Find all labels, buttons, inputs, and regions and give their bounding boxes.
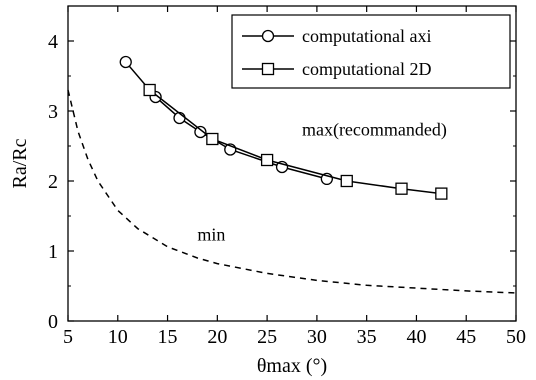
series-1: [143, 83, 448, 200]
annotation-label: max(recommanded): [302, 120, 447, 141]
y-tick-label: 2: [48, 171, 58, 193]
plot-content: max(recommanded) min: [67, 55, 517, 294]
x-tick-label: 10: [108, 326, 128, 348]
legend-box: [231, 14, 511, 89]
y-axis-label: Ra/Rc: [9, 138, 31, 188]
x-tick-label: 50: [506, 326, 526, 348]
x-tick-label: 15: [158, 326, 178, 348]
y-tick-label: 0: [48, 311, 58, 333]
x-tick-label: 45: [456, 326, 476, 348]
x-axis-label: θmax (°): [257, 355, 327, 377]
y-tick-label: 1: [48, 241, 58, 263]
data-point: [206, 132, 219, 146]
x-tick-label: 5: [63, 326, 73, 348]
legend-label: computational 2D: [302, 59, 431, 79]
series-line: [67, 89, 517, 294]
legend-entry: computational 2D: [242, 59, 431, 79]
data-point: [261, 29, 275, 43]
annotation-label: min: [197, 225, 225, 245]
series-line: [149, 89, 442, 195]
x-tick-label: 20: [207, 326, 227, 348]
x-tick-label: 25: [257, 326, 277, 348]
data-point: [261, 62, 275, 76]
series-2: [67, 89, 517, 294]
legend: computational axi computational 2D: [231, 14, 511, 89]
axes: 5 10 15 20 25 30 35 40 45 50 0 1 2 3 4: [48, 6, 526, 348]
data-point: [395, 182, 408, 195]
y-tick-label: 4: [48, 31, 58, 53]
data-point: [260, 153, 274, 167]
data-point: [194, 125, 207, 139]
y-tick-label: 3: [48, 101, 58, 123]
data-point: [119, 55, 132, 69]
legend-label: computational axi: [302, 26, 431, 46]
legend-entry: computational axi: [242, 26, 431, 46]
x-tick-label: 35: [357, 326, 377, 348]
data-point: [340, 174, 353, 188]
data-point: [435, 187, 448, 200]
x-tick-label: 40: [406, 326, 426, 348]
x-tick-label: 30: [307, 326, 327, 348]
plot-frame: [67, 5, 517, 322]
data-point: [143, 83, 156, 97]
